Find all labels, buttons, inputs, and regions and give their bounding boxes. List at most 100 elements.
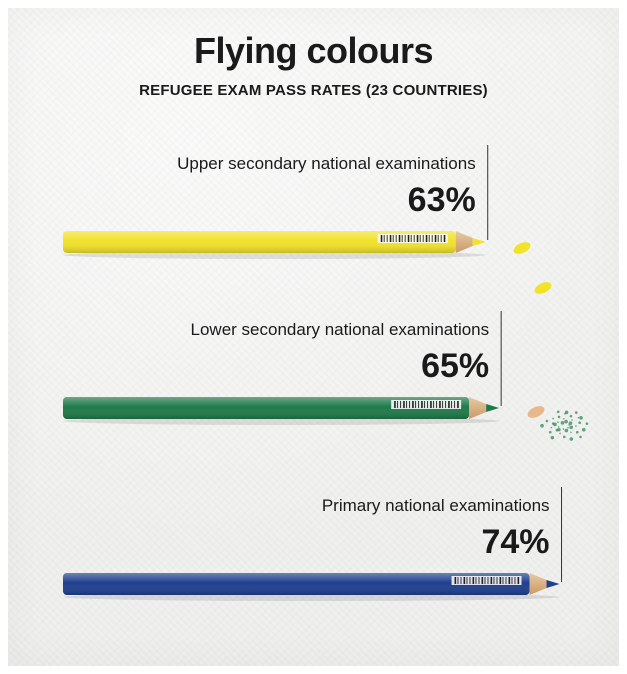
barcode-line [454,577,457,584]
barcode-line [472,577,475,584]
barcode-line [517,577,520,584]
pencil-dust [564,413,566,415]
barcode-line [439,401,441,408]
barcode-line [386,235,388,242]
barcode-line [400,401,402,408]
barcode-line [436,401,438,408]
barcode-line [451,401,453,408]
barcode-line [508,577,511,584]
pencil-dust [581,427,586,432]
pencil-dust [579,416,583,420]
barcode-line [415,401,417,408]
barcode-line [392,235,394,242]
category-label: Upper secondary national examinations [177,154,476,173]
barcode-line [412,401,414,408]
category-label: Lower secondary national examinations [191,320,490,339]
barcode-line [454,401,456,408]
barcode-line [413,235,415,242]
barcode-line [490,577,493,584]
barcode-line [460,577,462,584]
pencil-dust [564,419,568,424]
barcode-line [406,401,408,408]
barcode-line [409,401,411,408]
barcode-line [383,235,385,242]
barcode-line [395,235,397,242]
pencil-dust [556,410,560,414]
pencil-dust [557,421,559,424]
barcode-line [421,401,423,408]
pencil-lead-tip [486,404,500,412]
pencil-lead-tip [546,580,560,588]
barcode-line [511,577,513,584]
barcode-line [437,235,439,242]
pencil-dust [575,425,577,427]
barcode-line [496,577,498,584]
barcode-line [424,401,426,408]
pencil-lead-tip [472,238,486,246]
barcode-line [433,401,435,408]
barcode-line [410,235,412,242]
barcode-sticker [451,576,522,585]
barcode-line [493,577,495,584]
barcode-line [431,235,433,242]
barcode-line [422,235,424,242]
barcode-line [499,577,502,584]
barcode-line [394,401,396,408]
pencil-body-shine [63,231,456,253]
barcode-line [448,401,450,408]
pencil-dust [545,419,549,423]
pencil-body-shine [63,397,470,419]
barcode-line [428,235,430,242]
pencil-wood-cone [469,397,487,419]
value-label: 65% [421,347,489,385]
pencil-wood-cone [529,573,547,595]
pencil-dust [550,435,555,440]
barcode-line [463,577,466,584]
barcode-line [425,235,428,242]
pencil-dust [563,417,565,420]
barcode-line [434,235,437,242]
barcode-line [430,401,432,408]
barcode-line [514,577,516,584]
barcode-line [469,577,471,584]
barcode-line [427,401,429,408]
barcode-line [487,577,489,584]
pencil-dust [553,422,557,427]
pencil-shaving [513,242,531,254]
barcode-sticker [377,234,448,243]
paper-background [8,8,619,666]
pencil-dust [578,421,581,425]
pencil-dust [548,430,552,434]
barcode-line [397,401,399,408]
pencil-dust [575,430,579,434]
pencil-bar-1: Upper secondary national examinations 63% [62,145,489,259]
barcode-line [457,577,459,584]
pencil-dust [552,417,554,420]
pencil-dust [568,421,573,426]
pencil-dust [557,426,560,428]
barcode-line [404,235,406,242]
pencil-dust [567,426,569,429]
pencil-bar-2: Lower secondary national examinations 65% [63,311,502,425]
pencil-dust [564,410,569,415]
pencil-dust [557,415,561,419]
pencil-dust [557,427,561,432]
pencil-dust [579,435,582,439]
pencil-dust [560,421,565,425]
pencil-dust [571,419,573,421]
pencil-body-shine [63,573,530,595]
pencil-dust [570,431,572,434]
category-label: Primary national examinations [322,496,550,515]
barcode-line [403,401,405,408]
pencil-dust [564,428,569,433]
barcode-line [440,235,442,242]
barcode-line [457,401,459,408]
pencil-dust [562,435,566,439]
barcode-line [475,577,477,584]
barcode-line [398,235,401,242]
pencil-dust [569,414,573,418]
barcode-line [478,577,480,584]
barcode-line [443,235,446,242]
barcode-line [407,235,410,242]
pencil-dust [585,422,589,425]
